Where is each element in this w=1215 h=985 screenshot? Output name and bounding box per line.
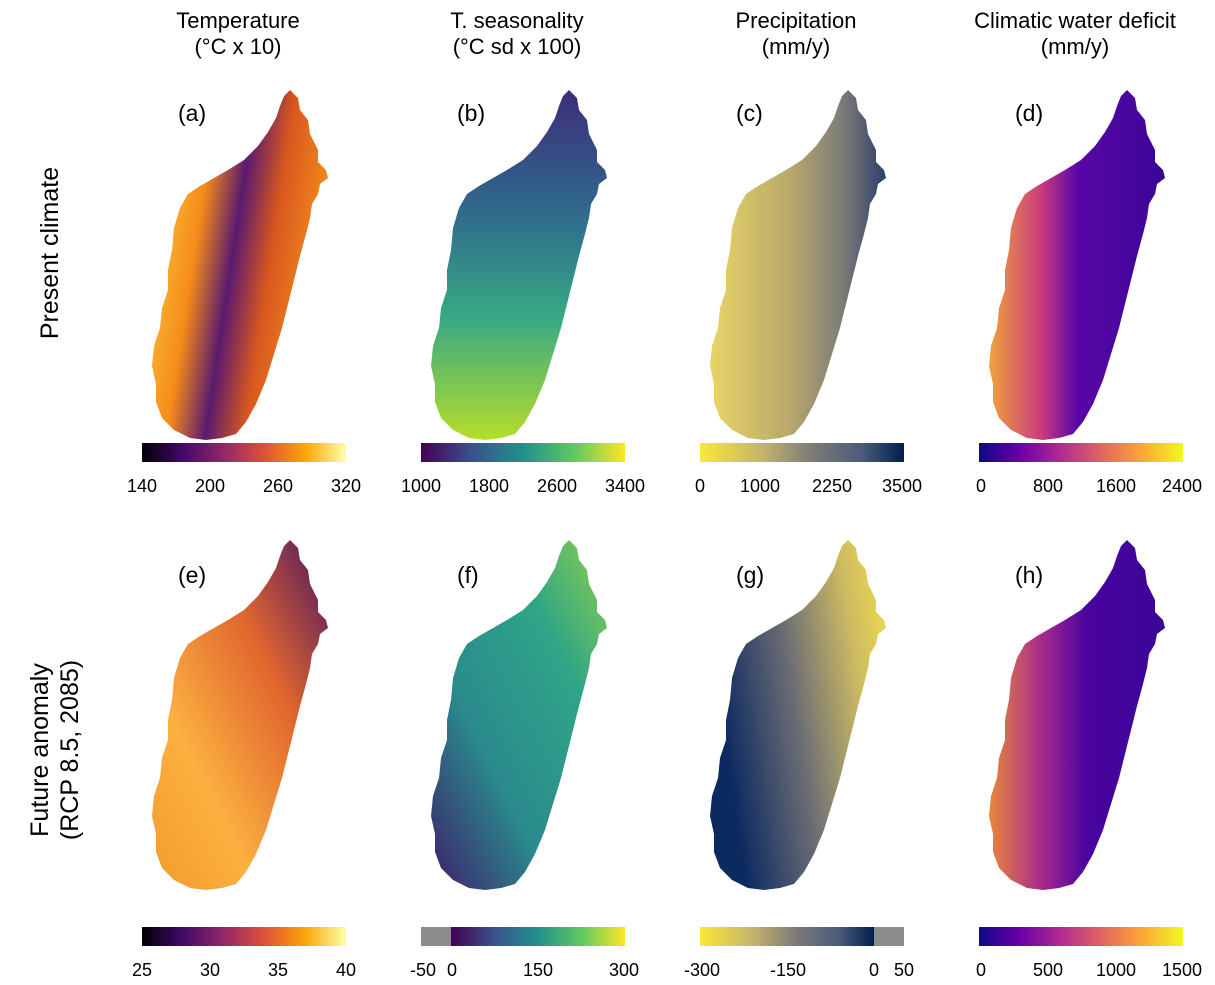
colorbar-precipitation-present (700, 443, 904, 462)
column-title-water-deficit: Climatic water deficit (mm/y) (935, 8, 1215, 60)
map-water-deficit-present (989, 90, 1165, 440)
colorbar-temperature-future (142, 927, 346, 946)
panel-letter-a: (a) (178, 100, 207, 126)
colorbar-water-deficit-present (979, 443, 1183, 462)
column-title-line2: (mm/y) (1040, 34, 1110, 59)
column-title-temperature: Temperature (°C x 10) (98, 8, 378, 60)
tick-label: 25 (131, 960, 153, 980)
tick-label: 1000 (739, 476, 781, 496)
column-title-line1: T. seasonality (450, 8, 584, 33)
panel-letter-b: (b) (457, 100, 486, 126)
tick-label: -300 (683, 960, 721, 980)
tick-label: 35 (267, 960, 289, 980)
column-title-precipitation: Precipitation (mm/y) (656, 8, 936, 60)
row-title-line1: Present climate (36, 166, 64, 340)
tick-label: 2250 (811, 476, 853, 496)
column-title-line1: Precipitation (735, 8, 857, 33)
map-water-deficit-future (989, 540, 1165, 890)
tick-label: 260 (262, 476, 294, 496)
column-title-line2: (°C x 10) (194, 34, 282, 59)
row-title-line2: (RCP 8.5, 2085) (56, 659, 84, 841)
tick-label: 1600 (1095, 476, 1137, 496)
map-seasonality-future (431, 540, 607, 890)
row-title-present: Present climate (35, 143, 65, 363)
tick-label: 0 (975, 960, 987, 980)
colorbar-seasonality-present (421, 443, 625, 462)
panel-letter-d: (d) (1015, 100, 1044, 126)
tick-label: 0 (868, 960, 880, 980)
column-title-line1: Temperature (176, 8, 300, 33)
panel-letter-h: (h) (1015, 562, 1044, 588)
tick-label: 0 (694, 476, 706, 496)
map-precipitation-present (710, 90, 886, 440)
tick-label: -50 (409, 960, 437, 980)
tick-label: 1000 (400, 476, 442, 496)
map-seasonality-present (431, 90, 607, 440)
colorbar-precipitation-future (700, 927, 904, 946)
panel-letter-c: (c) (736, 100, 763, 126)
column-title-line2: (mm/y) (761, 34, 831, 59)
tick-label: 150 (522, 960, 554, 980)
map-temperature-present (152, 90, 328, 440)
panel-letter-g: (g) (736, 562, 765, 588)
tick-label: 40 (335, 960, 357, 980)
tick-label: 0 (446, 960, 458, 980)
tick-label: -150 (769, 960, 807, 980)
tick-label: 200 (194, 476, 226, 496)
tick-label: 3400 (604, 476, 646, 496)
column-title-seasonality: T. seasonality (°C sd x 100) (377, 8, 657, 60)
tick-label: 3500 (881, 476, 923, 496)
column-title-line1: Climatic water deficit (974, 8, 1176, 33)
tick-label: 30 (199, 960, 221, 980)
colorbar-water-deficit-future (979, 927, 1183, 946)
column-title-line2: (°C sd x 100) (452, 34, 582, 59)
row-title-future: Future anomaly (RCP 8.5, 2085) (25, 630, 85, 870)
tick-label: 1800 (468, 476, 510, 496)
tick-label: 2600 (536, 476, 578, 496)
tick-label: 300 (608, 960, 640, 980)
tick-label: 800 (1032, 476, 1064, 496)
colorbar-seasonality-future (421, 927, 625, 946)
colorbar-temperature-present (142, 443, 346, 462)
map-precipitation-future (710, 540, 886, 890)
panel-letter-f: (f) (457, 562, 479, 588)
tick-label: 0 (975, 476, 987, 496)
map-temperature-future (152, 540, 328, 890)
tick-label: 140 (126, 476, 158, 496)
panel-letter-e: (e) (178, 562, 207, 588)
tick-label: 50 (893, 960, 915, 980)
tick-label: 500 (1032, 960, 1064, 980)
tick-label: 320 (330, 476, 362, 496)
tick-label: 2400 (1161, 476, 1203, 496)
tick-label: 1000 (1095, 960, 1137, 980)
tick-label: 1500 (1161, 960, 1203, 980)
row-title-line1: Future anomaly (26, 663, 54, 837)
